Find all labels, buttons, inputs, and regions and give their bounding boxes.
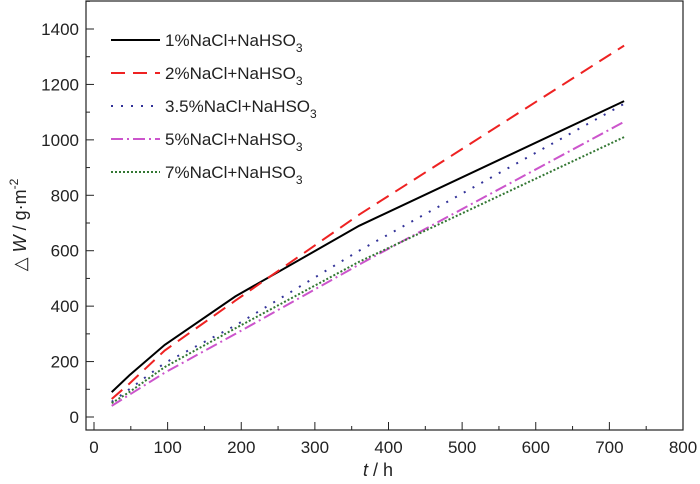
legend-label: 5%NaCl+NaHSO3 bbox=[165, 130, 303, 154]
y-tick-label: 1200 bbox=[41, 75, 79, 94]
y-axis-label: △ W / g·m-2 bbox=[7, 178, 30, 271]
y-tick-label: 0 bbox=[70, 408, 79, 427]
y-tick-label: 1000 bbox=[41, 131, 79, 150]
x-tick-label: 700 bbox=[595, 438, 623, 457]
series-line-1 bbox=[111, 44, 625, 400]
y-tick-label: 200 bbox=[51, 353, 79, 372]
series-line-2 bbox=[111, 102, 625, 403]
y-tick-label: 600 bbox=[51, 242, 79, 261]
series-line-3 bbox=[111, 120, 625, 407]
y-tick-label: 1400 bbox=[41, 20, 79, 39]
y-tick-label: 800 bbox=[51, 186, 79, 205]
legend-label: 2%NaCl+NaHSO3 bbox=[165, 64, 303, 88]
x-tick-label: 300 bbox=[301, 438, 329, 457]
x-tick-label: 500 bbox=[448, 438, 476, 457]
plot-frame bbox=[85, 0, 684, 431]
series-line-4 bbox=[111, 136, 625, 404]
x-tick-label: 600 bbox=[522, 438, 550, 457]
legend-label: 7%NaCl+NaHSO3 bbox=[165, 163, 303, 187]
x-tick-label: 0 bbox=[89, 438, 98, 457]
legend-label: 3.5%NaCl+NaHSO3 bbox=[165, 97, 317, 121]
y-tick-label: 400 bbox=[51, 297, 79, 316]
x-tick-label: 200 bbox=[227, 438, 255, 457]
legend-label: 1%NaCl+NaHSO3 bbox=[165, 31, 303, 55]
x-axis-label: t / h bbox=[363, 460, 393, 480]
x-tick-label: 400 bbox=[374, 438, 402, 457]
series-line-0 bbox=[111, 100, 625, 393]
x-tick-label: 800 bbox=[669, 438, 697, 457]
x-tick-label: 100 bbox=[153, 438, 181, 457]
